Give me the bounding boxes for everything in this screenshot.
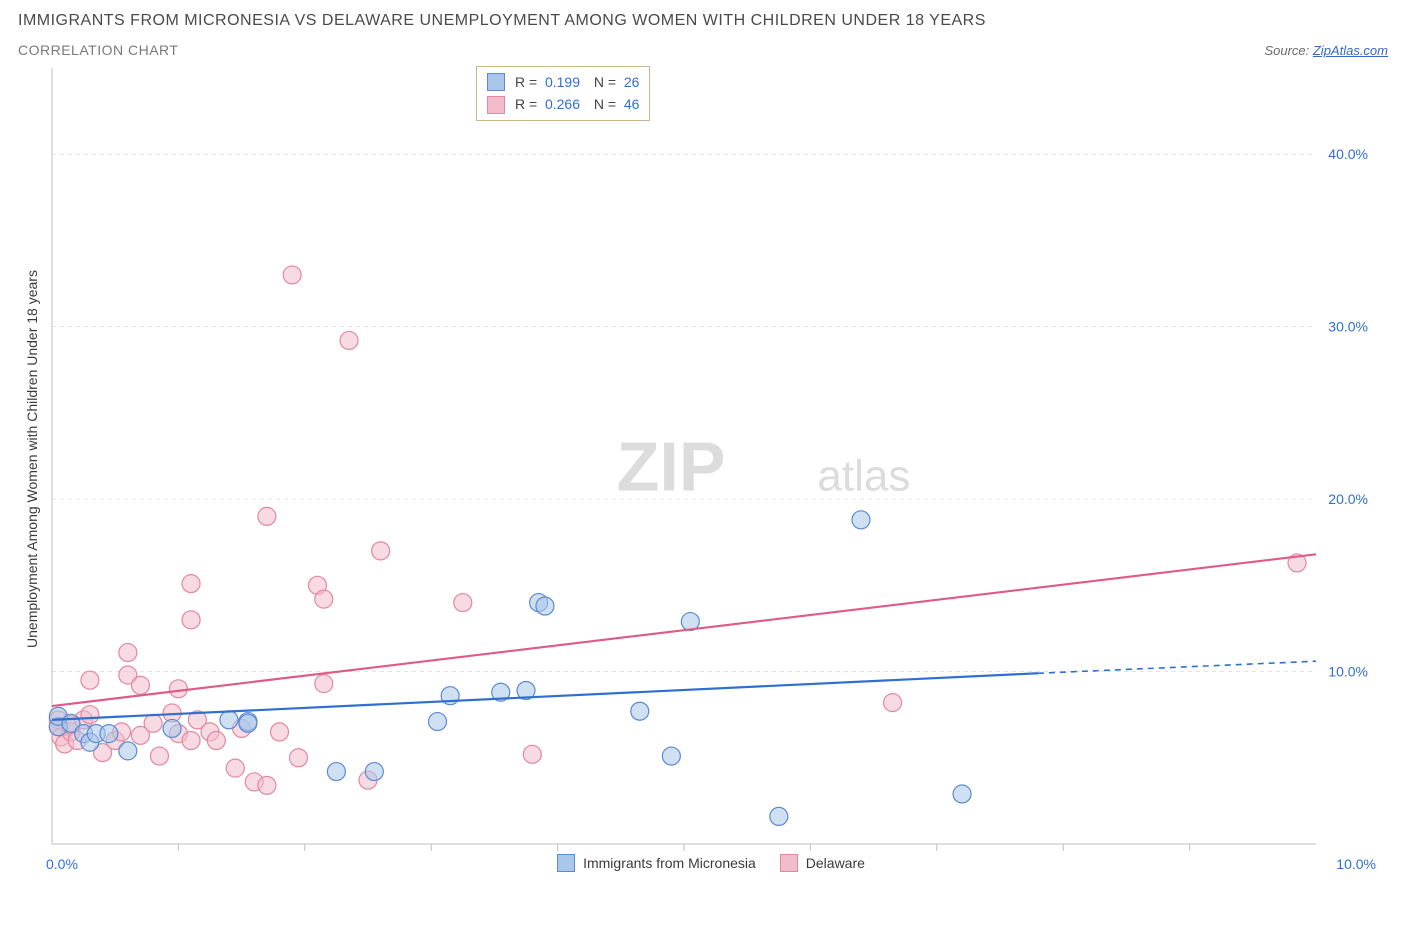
correlation-legend: R = 0.199 N = 26 R = 0.266 N = 46	[476, 66, 650, 121]
swatch-delaware	[487, 96, 505, 114]
n-value-micronesia: 26	[624, 74, 640, 90]
y-axis-label: Unemployment Among Women with Children U…	[24, 270, 40, 648]
plot-area: 10.0% 20.0% 30.0% 40.0% ZIP atlas R = 0.199 N…	[46, 64, 1376, 854]
r-value-micronesia: 0.199	[545, 74, 580, 90]
legend-item-micronesia: Immigrants from Micronesia	[557, 854, 756, 872]
chart-title: IMMIGRANTS FROM MICRONESIA VS DELAWARE U…	[18, 12, 1388, 30]
legend-item-delaware: Delaware	[780, 854, 865, 872]
svg-text:10.0%: 10.0%	[1328, 664, 1368, 680]
svg-text:ZIP: ZIP	[617, 428, 726, 506]
svg-text:40.0%: 40.0%	[1328, 146, 1368, 162]
swatch-delaware-bottom	[780, 854, 798, 872]
r-value-delaware: 0.266	[545, 96, 580, 112]
correlation-row-micronesia: R = 0.199 N = 26	[487, 71, 639, 93]
swatch-micronesia	[487, 73, 505, 91]
swatch-micronesia-bottom	[557, 854, 575, 872]
source-attribution: Source: ZipAtlas.com	[1264, 43, 1388, 58]
svg-text:30.0%: 30.0%	[1328, 319, 1368, 335]
source-prefix: Source:	[1264, 43, 1312, 58]
legend-label-micronesia: Immigrants from Micronesia	[583, 855, 756, 871]
legend-label-delaware: Delaware	[806, 855, 865, 871]
source-link[interactable]: ZipAtlas.com	[1313, 43, 1388, 58]
series-legend: Immigrants from Micronesia Delaware	[46, 854, 1376, 872]
chart-subtitle: CORRELATION CHART	[18, 42, 178, 58]
correlation-row-delaware: R = 0.266 N = 46	[487, 93, 639, 115]
scatter-plot-svg: 10.0% 20.0% 30.0% 40.0% ZIP atlas	[46, 64, 1376, 854]
svg-text:20.0%: 20.0%	[1328, 491, 1368, 507]
n-value-delaware: 46	[624, 96, 640, 112]
svg-text:atlas: atlas	[817, 452, 910, 501]
